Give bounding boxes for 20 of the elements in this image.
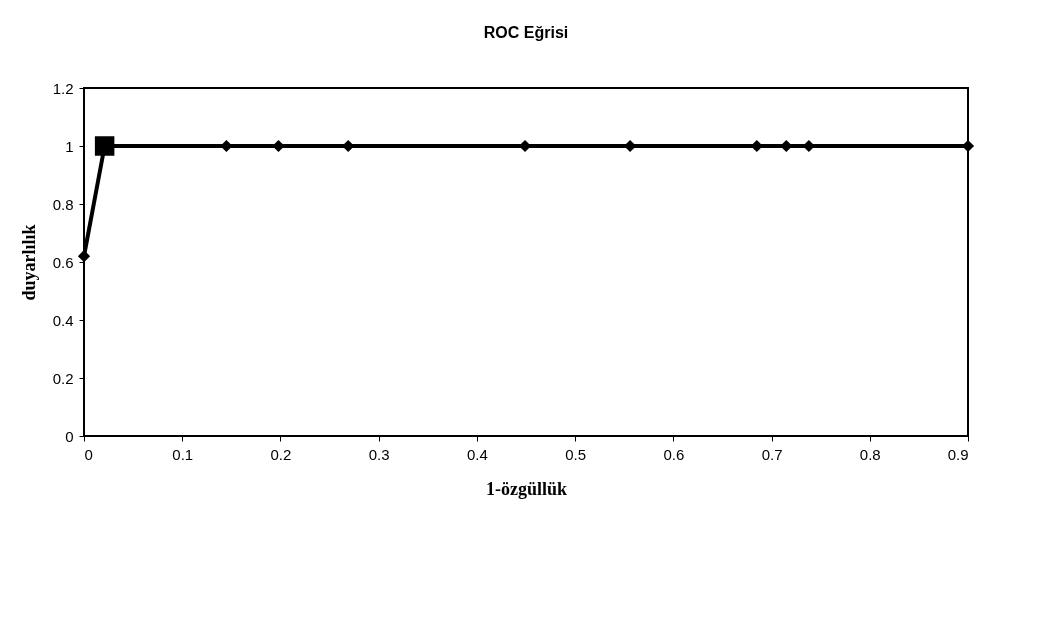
x-tick-label: 0.6 [663, 445, 685, 463]
x-tick-label: 0.9 [947, 445, 969, 463]
y-tick-label: 0.4 [52, 311, 74, 329]
x-tick-label: 0.8 [859, 445, 881, 463]
y-tick-label: 0 [65, 427, 74, 445]
x-tick-label: 0.3 [368, 445, 390, 463]
chart-title: ROC Eğrisi [483, 24, 569, 41]
y-tick-label: 0.2 [52, 369, 74, 387]
x-tick-label: 0.2 [270, 445, 292, 463]
x-tick-label: 0 [84, 445, 93, 463]
y-tick-label: 0.6 [52, 253, 74, 271]
x-tick-label: 0.1 [172, 445, 194, 463]
y-tick-label: 1.2 [52, 79, 74, 97]
x-tick-label: 0.5 [565, 445, 587, 463]
x-tick-label: 0.7 [761, 445, 783, 463]
x-axis-title: 1-özgüllük [485, 478, 568, 499]
y-axis-title: duyarlılık [18, 224, 39, 301]
x-tick-label: 0.4 [466, 445, 488, 463]
y-tick-label: 1 [65, 137, 74, 155]
y-tick-label: 0.8 [52, 195, 74, 213]
